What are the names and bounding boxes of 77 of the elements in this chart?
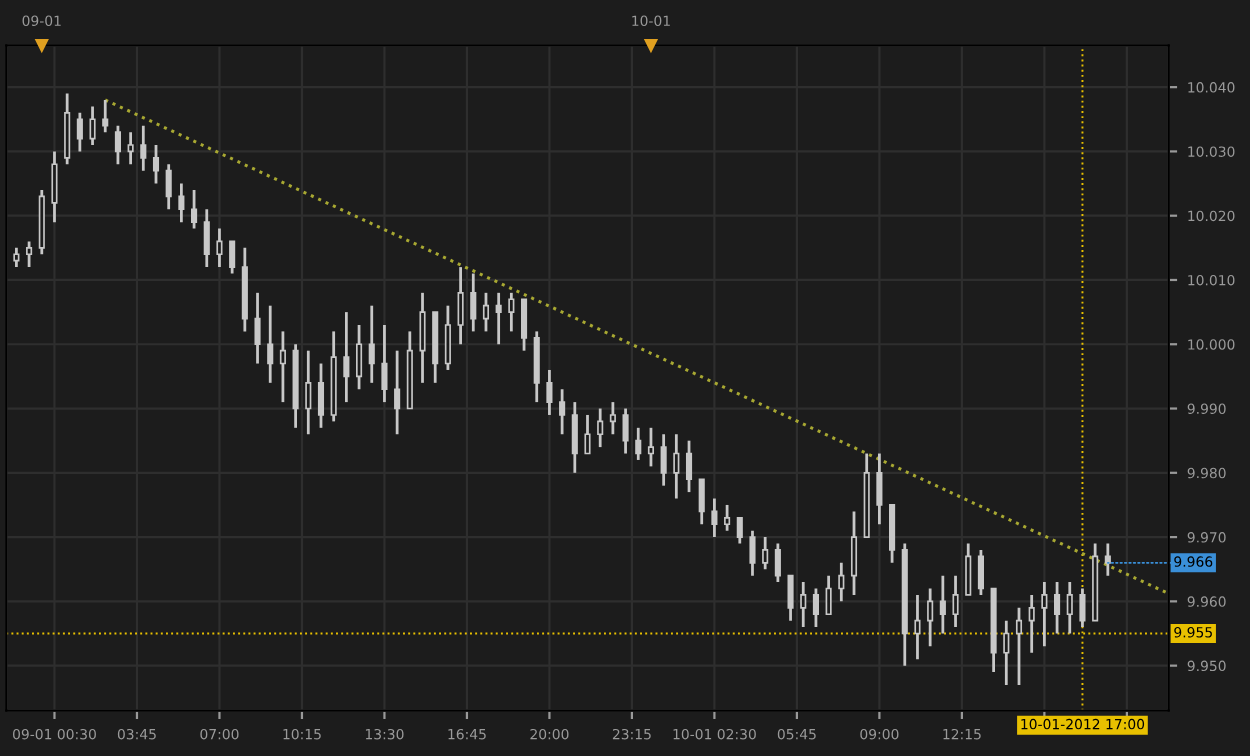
candlestick	[927, 587, 934, 648]
candlestick	[584, 413, 591, 455]
candlestick	[838, 561, 845, 603]
candlestick	[800, 580, 807, 629]
candlestick	[1066, 580, 1073, 635]
candlestick	[825, 574, 832, 616]
candlestick	[685, 439, 693, 494]
candlestick	[419, 291, 426, 385]
candlestick	[508, 291, 515, 333]
candlestick	[1054, 580, 1061, 635]
candlestick	[1104, 542, 1111, 578]
candlestick	[114, 124, 121, 166]
candlestick	[774, 542, 781, 584]
candlestick	[533, 330, 540, 404]
candlestick	[76, 111, 83, 153]
candlestick	[127, 130, 134, 166]
candlestick	[152, 143, 160, 185]
candlestick	[102, 98, 109, 134]
candlestick	[317, 362, 325, 430]
candlestick	[1079, 587, 1086, 629]
candlestick	[51, 150, 58, 224]
candlestick	[571, 400, 578, 475]
candlestick	[1003, 619, 1010, 687]
candlestick	[368, 304, 375, 385]
candlestick	[914, 593, 921, 661]
candlestick	[812, 587, 819, 629]
candlestick	[965, 542, 972, 597]
candlestick	[609, 400, 616, 436]
candlestick	[939, 574, 946, 635]
candlestick	[1041, 580, 1048, 648]
candlestick	[381, 323, 388, 404]
candlestick	[889, 503, 896, 565]
candlestick	[1028, 593, 1035, 655]
candlestick	[647, 426, 655, 468]
candlestick	[13, 246, 20, 269]
candlestick	[1015, 606, 1023, 687]
candlestick	[762, 535, 769, 571]
candlestick	[305, 349, 312, 436]
candlestick	[394, 349, 401, 436]
candlestick	[267, 304, 274, 385]
candlestick	[191, 188, 198, 230]
candlestick	[229, 240, 236, 275]
candlestick	[482, 291, 490, 333]
candlestick	[546, 368, 553, 417]
candlestick	[850, 509, 858, 597]
candlestick	[635, 426, 642, 462]
candlestick	[597, 407, 604, 449]
candlestick	[559, 387, 566, 436]
candlestick	[698, 477, 705, 526]
candlestick	[254, 291, 261, 365]
candlestick	[26, 240, 33, 269]
candlestick	[977, 548, 984, 597]
candlestick	[660, 432, 667, 488]
candlestick	[216, 227, 223, 269]
candlestick	[203, 207, 210, 269]
candlestick	[89, 105, 96, 147]
candlestick	[356, 323, 363, 391]
candlestick	[673, 432, 680, 500]
candlestick	[279, 330, 286, 404]
candlestick	[952, 574, 959, 629]
candlestick	[178, 182, 185, 224]
candlestick	[711, 497, 718, 539]
candlestick	[876, 452, 883, 526]
candlestick	[749, 529, 756, 578]
candlestick	[470, 272, 477, 333]
candlestick	[140, 124, 147, 173]
candlestick	[787, 574, 794, 623]
candlestick	[724, 503, 731, 533]
candlestick	[444, 304, 451, 372]
candlestick	[495, 291, 502, 346]
candlestick	[520, 297, 528, 353]
candlestick	[457, 265, 464, 346]
candlestick	[64, 92, 71, 166]
candlestick	[343, 310, 350, 404]
candlestick	[165, 162, 172, 211]
candlestick	[736, 516, 743, 545]
candlestick	[622, 407, 629, 455]
